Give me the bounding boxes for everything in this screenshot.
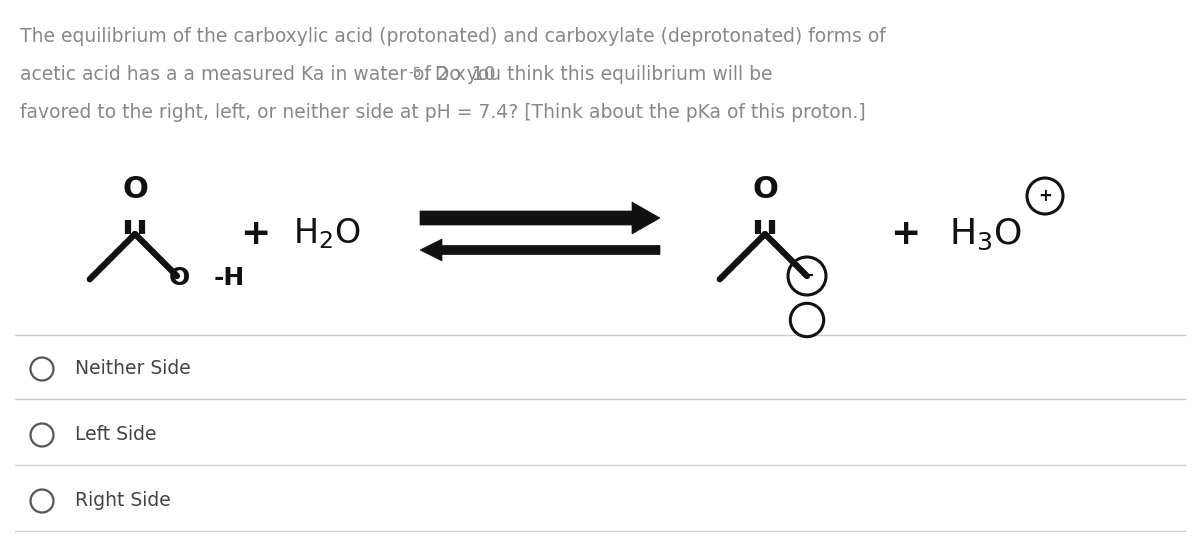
Text: Left Side: Left Side xyxy=(74,426,156,444)
Text: The equilibrium of the carboxylic acid (protonated) and carboxylate (deprotonate: The equilibrium of the carboxylic acid (… xyxy=(20,27,886,46)
Text: +: + xyxy=(1038,187,1052,205)
Text: H$_3$O: H$_3$O xyxy=(948,216,1021,252)
Polygon shape xyxy=(420,202,660,234)
Text: -H: -H xyxy=(214,266,245,290)
Text: +: + xyxy=(890,217,920,251)
Text: acetic acid has a a measured Ka in water of 2 x 10: acetic acid has a a measured Ka in water… xyxy=(20,65,496,84)
Text: Right Side: Right Side xyxy=(74,491,170,511)
Text: O: O xyxy=(752,175,778,204)
Text: O: O xyxy=(168,266,190,290)
Text: +: + xyxy=(240,217,270,251)
Polygon shape xyxy=(420,239,660,261)
Text: O: O xyxy=(122,175,148,204)
Text: . Do you think this equilibrium will be: . Do you think this equilibrium will be xyxy=(424,65,773,84)
Text: favored to the right, left, or neither side at pH = 7.4? [Think about the pKa of: favored to the right, left, or neither s… xyxy=(20,103,865,122)
Text: H$_2$O: H$_2$O xyxy=(293,217,361,251)
Text: −: − xyxy=(799,267,815,285)
Text: -5: -5 xyxy=(408,66,421,80)
Text: Neither Side: Neither Side xyxy=(74,359,191,379)
